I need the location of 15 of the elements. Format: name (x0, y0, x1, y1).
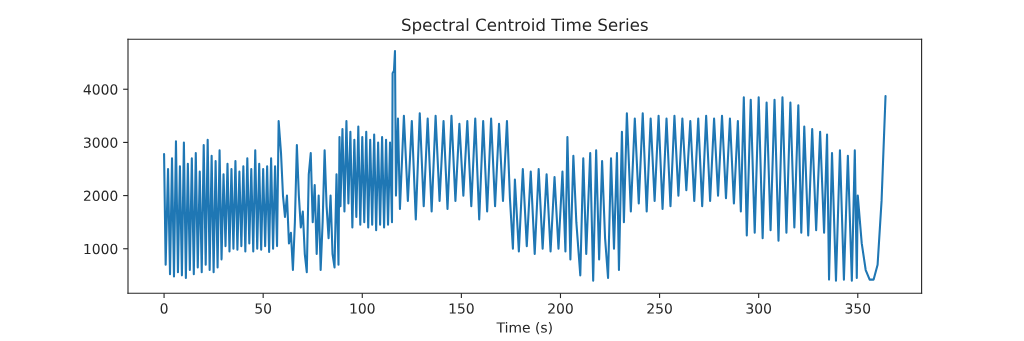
x-tick-label: 100 (350, 303, 375, 314)
x-axis-title: Time (s) (496, 321, 552, 335)
y-tick-label: 3000 (83, 137, 118, 148)
x-tick-label: 150 (449, 303, 474, 314)
x-tick-label: 0 (160, 303, 168, 314)
y-tick-label: 2000 (83, 190, 118, 202)
y-tick-label: 4000 (83, 84, 118, 95)
x-tick-label: 200 (548, 303, 573, 314)
x-tick-label: 350 (845, 303, 871, 314)
x-tick-label: 300 (746, 303, 772, 314)
x-tick-label: 50 (255, 303, 272, 314)
x-tick-label: 250 (647, 303, 672, 314)
chart-title: Spectral Centroid Time Series (402, 18, 648, 35)
line-series (163, 49, 887, 282)
y-tick-label: 1000 (84, 243, 118, 255)
